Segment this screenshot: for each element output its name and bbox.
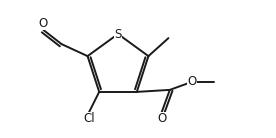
Text: O: O <box>157 112 166 125</box>
Text: Cl: Cl <box>83 112 95 125</box>
Text: O: O <box>187 75 197 88</box>
Text: O: O <box>38 17 47 30</box>
Text: S: S <box>114 27 122 40</box>
